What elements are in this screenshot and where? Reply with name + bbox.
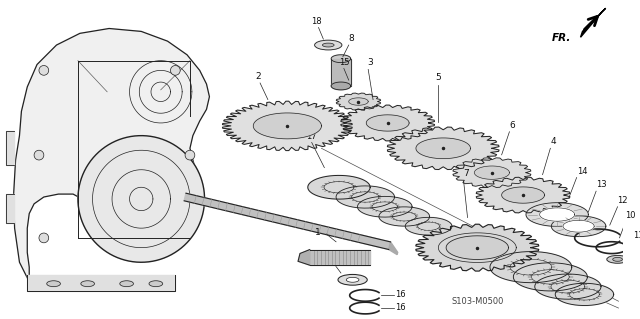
Ellipse shape <box>149 281 163 286</box>
Circle shape <box>185 150 195 160</box>
Polygon shape <box>394 130 492 167</box>
Circle shape <box>34 150 44 160</box>
Polygon shape <box>535 274 601 299</box>
Polygon shape <box>308 175 370 199</box>
Text: 18: 18 <box>311 17 322 26</box>
Polygon shape <box>336 186 394 208</box>
Ellipse shape <box>120 281 134 286</box>
Polygon shape <box>349 98 368 105</box>
Polygon shape <box>388 242 397 255</box>
Ellipse shape <box>323 43 334 47</box>
Polygon shape <box>184 193 390 249</box>
Polygon shape <box>453 158 531 188</box>
Polygon shape <box>366 115 409 131</box>
Polygon shape <box>78 136 205 262</box>
Text: 13: 13 <box>596 180 607 189</box>
Polygon shape <box>446 236 508 259</box>
Ellipse shape <box>607 256 628 263</box>
Polygon shape <box>28 275 175 292</box>
Polygon shape <box>6 194 13 223</box>
Polygon shape <box>310 249 370 265</box>
Polygon shape <box>424 227 531 268</box>
Text: 14: 14 <box>577 167 587 176</box>
Text: 1: 1 <box>315 227 321 237</box>
Polygon shape <box>340 105 435 141</box>
Ellipse shape <box>315 40 342 50</box>
Polygon shape <box>339 94 378 109</box>
Polygon shape <box>347 108 429 138</box>
Text: 17: 17 <box>307 131 317 141</box>
Polygon shape <box>405 217 452 235</box>
Text: 11: 11 <box>633 231 640 240</box>
Text: 3: 3 <box>367 57 373 67</box>
Polygon shape <box>474 166 509 179</box>
Text: 4: 4 <box>550 137 556 146</box>
Polygon shape <box>556 283 614 306</box>
Text: FR.: FR. <box>551 33 571 43</box>
Ellipse shape <box>338 274 367 285</box>
Polygon shape <box>253 113 321 139</box>
Polygon shape <box>223 101 352 151</box>
Text: S103-M0500: S103-M0500 <box>451 297 504 306</box>
Polygon shape <box>458 160 526 186</box>
Polygon shape <box>502 187 545 203</box>
Text: 6: 6 <box>509 121 515 130</box>
Polygon shape <box>482 180 564 211</box>
Text: 16: 16 <box>396 290 406 299</box>
Polygon shape <box>526 203 588 226</box>
Polygon shape <box>563 220 594 232</box>
Polygon shape <box>387 127 499 169</box>
Text: 5: 5 <box>435 73 441 82</box>
Ellipse shape <box>47 281 60 286</box>
Polygon shape <box>6 131 13 165</box>
Text: 16: 16 <box>396 303 406 312</box>
Text: 8: 8 <box>349 34 355 43</box>
Polygon shape <box>416 138 470 159</box>
Text: 10: 10 <box>625 211 636 220</box>
Polygon shape <box>490 252 572 283</box>
Polygon shape <box>416 224 539 271</box>
Polygon shape <box>298 249 310 265</box>
Ellipse shape <box>346 277 359 282</box>
Polygon shape <box>231 104 344 147</box>
Ellipse shape <box>612 257 623 261</box>
Polygon shape <box>580 8 605 37</box>
Text: 12: 12 <box>618 196 628 205</box>
Polygon shape <box>513 263 588 291</box>
Polygon shape <box>331 82 351 90</box>
Polygon shape <box>379 207 429 226</box>
Text: 7: 7 <box>463 168 468 178</box>
Polygon shape <box>476 177 570 213</box>
Polygon shape <box>551 216 606 237</box>
Circle shape <box>39 65 49 75</box>
Ellipse shape <box>81 281 95 286</box>
Text: 9: 9 <box>332 254 338 263</box>
Polygon shape <box>540 208 575 221</box>
Polygon shape <box>13 28 209 282</box>
Circle shape <box>39 233 49 243</box>
Polygon shape <box>331 59 351 86</box>
Circle shape <box>170 65 180 75</box>
Text: 2: 2 <box>255 72 261 81</box>
Text: 15: 15 <box>340 57 350 67</box>
Polygon shape <box>358 197 412 217</box>
Polygon shape <box>336 93 381 110</box>
Polygon shape <box>331 55 351 63</box>
